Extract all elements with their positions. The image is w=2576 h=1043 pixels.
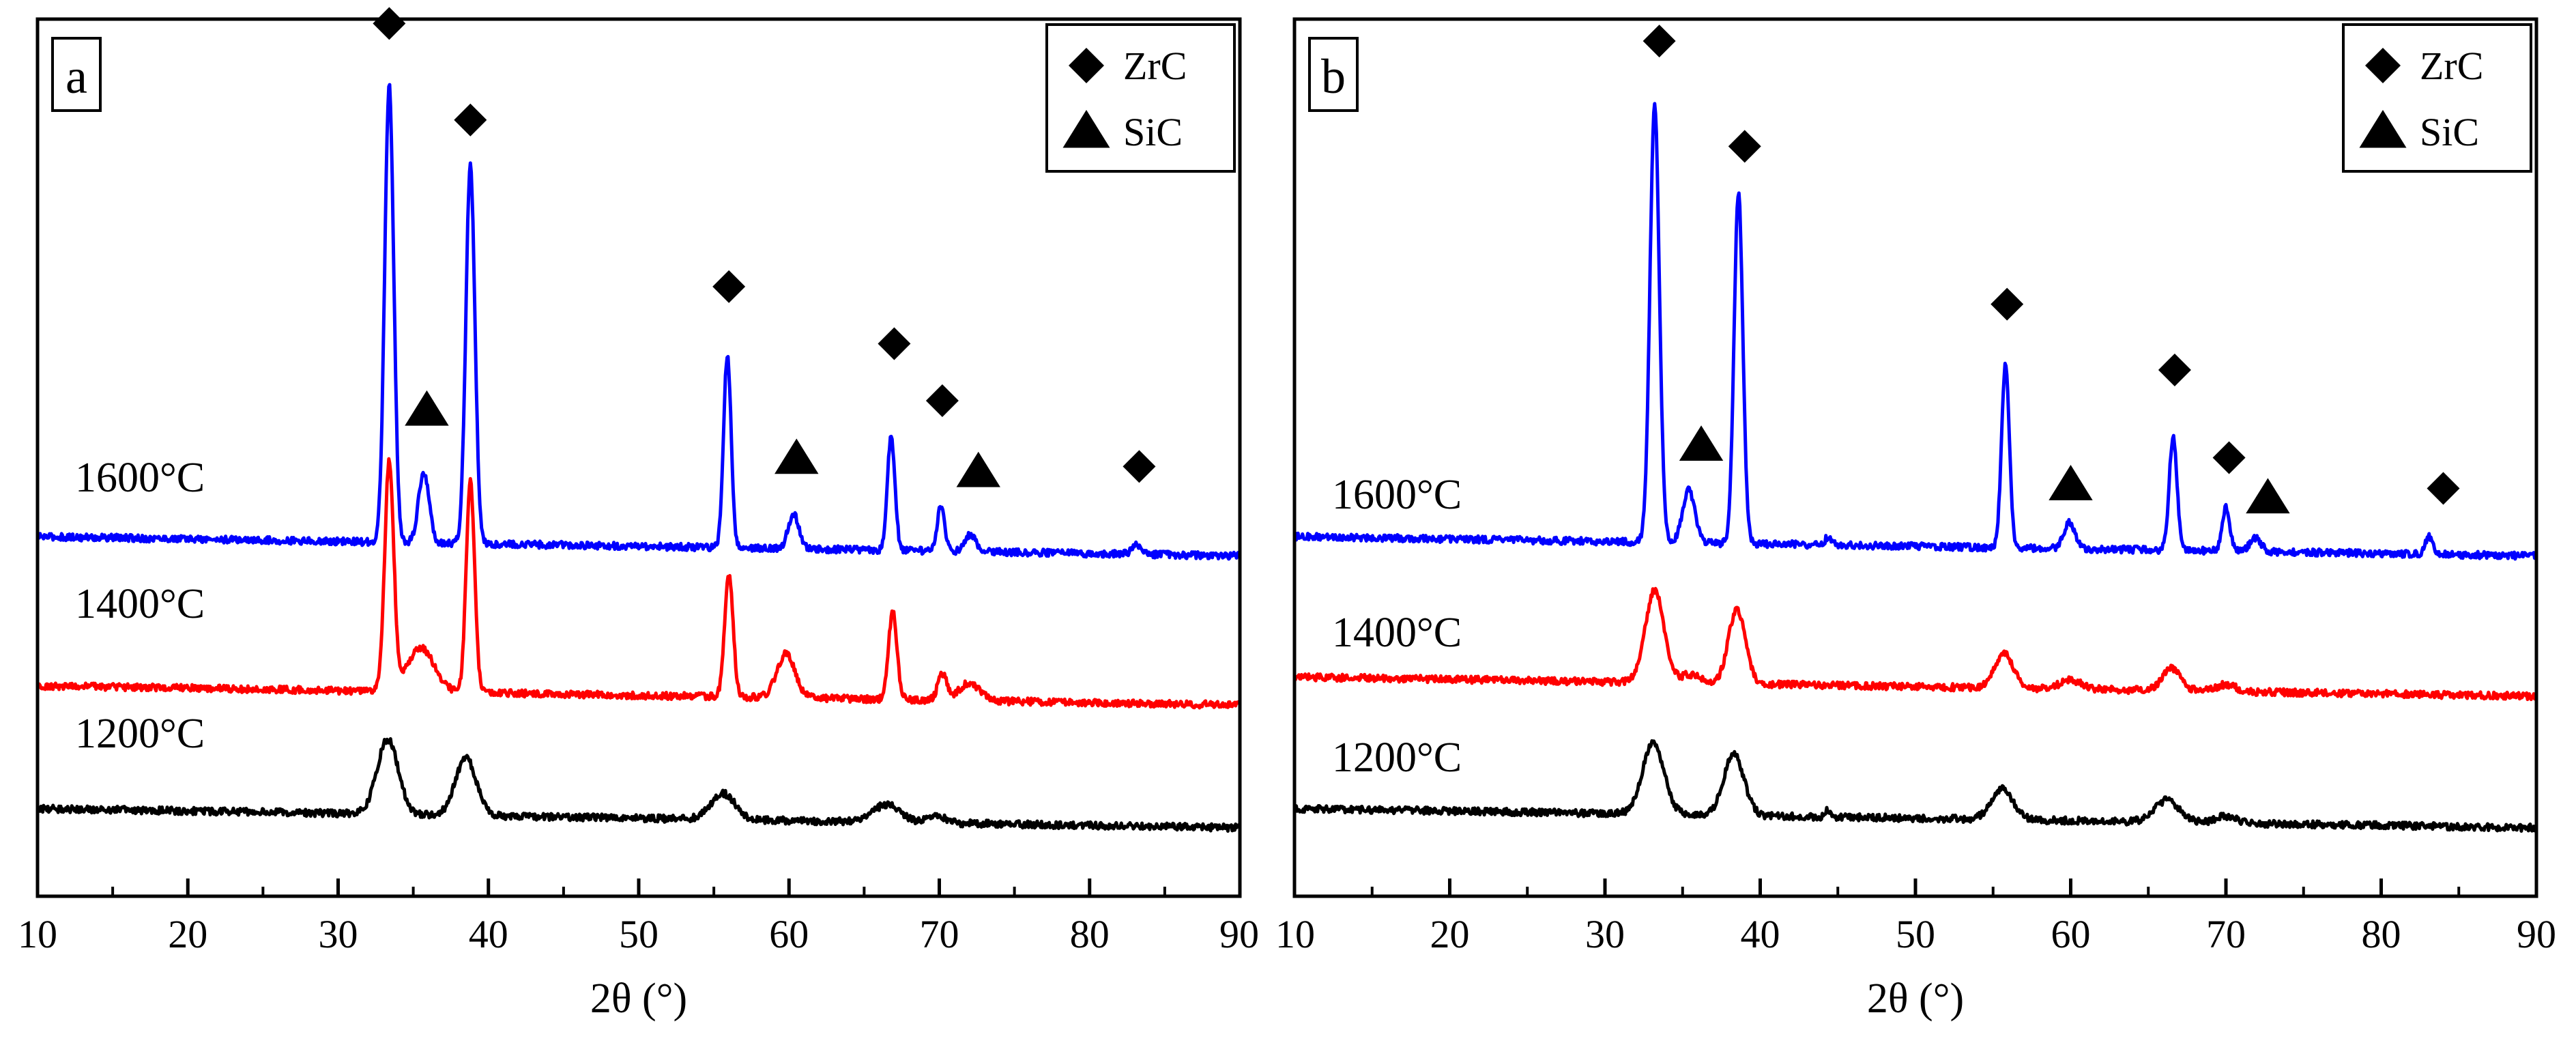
series-label-1600c: 1600°C xyxy=(75,455,205,501)
x-tick-label: 80 xyxy=(2362,912,2401,956)
legend-label-zrc: ZrC xyxy=(1123,44,1187,88)
legend: ZrC SiC xyxy=(2342,23,2532,173)
series-label-1200c: 1200°C xyxy=(1332,734,1462,781)
x-tick-label: 80 xyxy=(1070,912,1110,956)
x-tick-label: 20 xyxy=(168,912,207,956)
legend-zrc-marker xyxy=(1069,48,1104,83)
series-line-1400c xyxy=(35,457,1241,710)
legend: ZrC SiC xyxy=(1045,23,1236,173)
sic-peak-marker xyxy=(956,451,1000,487)
legend-sic-marker xyxy=(1062,110,1110,148)
zrc-peak-marker xyxy=(2158,354,2191,386)
sic-peak-marker xyxy=(405,390,449,426)
legend-label-sic: SiC xyxy=(2420,110,2479,154)
legend-sic-marker xyxy=(2359,110,2407,148)
zrc-peak-marker xyxy=(878,327,911,360)
series-line-1200c xyxy=(1292,739,2538,833)
panel-b: 1600°C 1400°C 1200°C 10 20 30 40 50 60 70 80 90 2θ (… xyxy=(1275,17,2556,1022)
series-label-1200c: 1200°C xyxy=(75,711,205,757)
zrc-peak-marker xyxy=(373,7,406,40)
x-tick-label: 50 xyxy=(1896,912,1935,956)
sic-peak-marker xyxy=(1679,425,1724,461)
series-line-1200c xyxy=(35,737,1241,833)
zrc-peak-marker xyxy=(712,270,746,303)
series-label-1600c: 1600°C xyxy=(1332,472,1462,518)
zrc-peak-marker xyxy=(1728,130,1761,163)
series-label-1400c: 1400°C xyxy=(1332,610,1462,656)
x-axis-label: 2θ (°) xyxy=(1867,975,1964,1022)
x-tick-label: 40 xyxy=(1741,912,1780,956)
panel-letter: b xyxy=(1321,49,1346,104)
zrc-peak-marker xyxy=(2427,472,2460,505)
zrc-peak-marker xyxy=(1123,450,1156,483)
zrc-peak-marker xyxy=(1991,287,2024,321)
sic-peak-marker xyxy=(2246,478,2290,514)
sic-peak-marker xyxy=(2049,465,2093,500)
x-tick-label: 60 xyxy=(769,912,809,956)
x-tick-label: 30 xyxy=(1585,912,1625,956)
panel-letter-box xyxy=(1308,37,1359,112)
x-tick-label: 70 xyxy=(920,912,959,956)
zrc-peak-marker xyxy=(454,103,487,137)
sic-peak-marker xyxy=(775,438,819,474)
panel-a: 1600°C 1400°C 1200°C 10 20 30 40 50 60 70 80 90 2θ (… xyxy=(18,7,1259,1022)
zrc-peak-marker xyxy=(925,384,959,417)
x-tick-label: 70 xyxy=(2206,912,2246,956)
x-tick-label: 10 xyxy=(18,912,57,956)
x-axis-label: 2θ (°) xyxy=(590,975,687,1022)
zrc-peak-marker xyxy=(1642,25,1676,58)
series-line-1400c xyxy=(1293,586,2538,702)
series-label-1400c: 1400°C xyxy=(75,581,205,627)
legend-label-sic: SiC xyxy=(1123,110,1183,154)
x-tick-label: 90 xyxy=(2517,912,2556,956)
panel-letter-box xyxy=(51,37,102,112)
legend-label-zrc: ZrC xyxy=(2420,44,2483,88)
panel-letter: a xyxy=(66,49,87,104)
x-tick-label: 10 xyxy=(1275,912,1315,956)
series-line-1600c xyxy=(1292,102,2538,561)
x-tick-label: 40 xyxy=(469,912,508,956)
x-tick-label: 90 xyxy=(1219,912,1259,956)
x-tick-label: 20 xyxy=(1430,912,1470,956)
series-line-1600c xyxy=(36,83,1241,561)
legend-zrc-marker xyxy=(2365,48,2401,83)
zrc-peak-marker xyxy=(2212,441,2246,474)
x-tick-label: 30 xyxy=(319,912,358,956)
x-tick-label: 50 xyxy=(619,912,659,956)
x-tick-label: 60 xyxy=(2051,912,2091,956)
